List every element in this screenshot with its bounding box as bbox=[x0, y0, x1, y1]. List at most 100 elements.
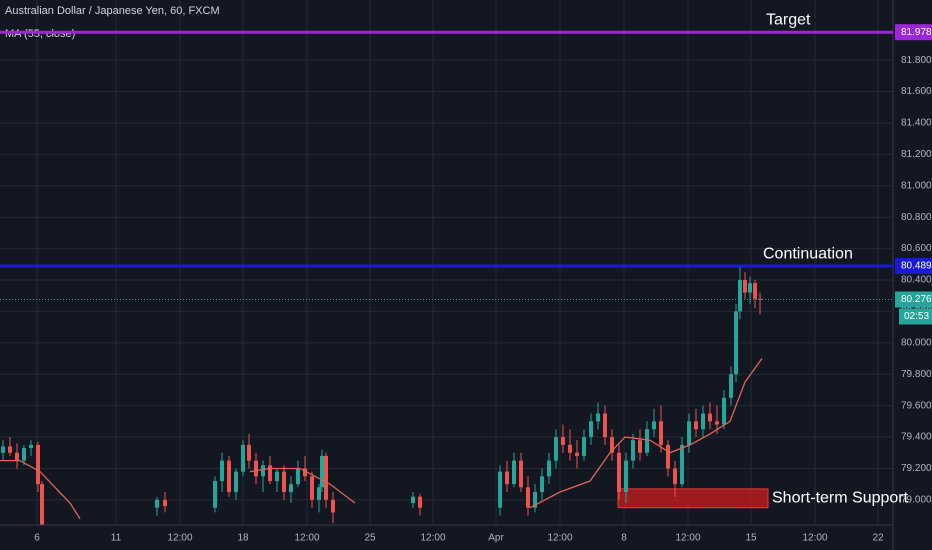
indicator-label: MA (55, close) bbox=[5, 28, 75, 40]
candle-body bbox=[505, 471, 509, 485]
x-tick-label: 8 bbox=[621, 533, 627, 544]
y-tick-label: 81.200 bbox=[901, 149, 932, 160]
candle-body bbox=[234, 471, 238, 493]
candle-body bbox=[748, 283, 752, 293]
candle-body bbox=[753, 283, 757, 299]
candle-body bbox=[289, 484, 293, 493]
candle-body bbox=[568, 444, 572, 453]
y-tick-label: 80.800 bbox=[901, 212, 932, 223]
y-tick-label: 81.000 bbox=[901, 180, 932, 191]
price-tag bbox=[895, 291, 932, 308]
y-tick-label: 80.600 bbox=[901, 243, 932, 254]
x-tick-label: 12:00 bbox=[167, 533, 192, 544]
candle-body bbox=[8, 446, 12, 453]
candle-body bbox=[310, 476, 314, 500]
candle-body bbox=[275, 471, 279, 482]
candle-body bbox=[247, 444, 251, 461]
candle-body bbox=[282, 471, 286, 493]
price-tag-label: 81.978 bbox=[901, 27, 932, 38]
x-tick-label: 11 bbox=[111, 533, 122, 544]
candle-body bbox=[631, 440, 635, 461]
candle-body bbox=[296, 468, 300, 485]
candle-body bbox=[220, 460, 224, 482]
candle-body bbox=[743, 280, 747, 293]
candle-body bbox=[666, 444, 670, 469]
candle-body bbox=[638, 440, 642, 453]
candle-body bbox=[734, 311, 738, 375]
candle-body bbox=[411, 496, 415, 504]
candle-body bbox=[659, 421, 663, 445]
candle-body bbox=[687, 421, 691, 445]
candle-body bbox=[701, 413, 705, 430]
y-tick-label: 80.000 bbox=[901, 337, 932, 348]
candle-body bbox=[29, 444, 33, 449]
candle-body bbox=[320, 455, 324, 488]
candle-body bbox=[561, 437, 565, 445]
candle-body bbox=[673, 468, 677, 485]
y-tick-label: 79.200 bbox=[901, 463, 932, 474]
candle-body bbox=[526, 487, 530, 508]
candle-body bbox=[575, 452, 579, 456]
zone-label: Short-term Support bbox=[772, 490, 909, 507]
candle-body bbox=[498, 471, 502, 508]
candle-body bbox=[261, 465, 265, 477]
candle-body bbox=[603, 413, 607, 438]
candle-body bbox=[645, 429, 649, 453]
axes: 79.000 79.200 79.400 79.600 79.800 80.000 80.2… bbox=[34, 55, 932, 544]
x-tick-label: Apr bbox=[488, 533, 504, 544]
y-tick-label: 79.800 bbox=[901, 369, 932, 380]
support-zone bbox=[617, 488, 769, 509]
plot bbox=[0, 267, 769, 525]
candle-body bbox=[268, 465, 272, 482]
candle-body bbox=[554, 437, 558, 461]
x-tick-label: 18 bbox=[237, 533, 249, 544]
candle-body bbox=[213, 481, 217, 508]
candle-body bbox=[533, 492, 537, 508]
x-tick-label: 12:00 bbox=[675, 533, 700, 544]
countdown-label: 02:53 bbox=[904, 311, 929, 322]
candle-body bbox=[582, 437, 586, 456]
candle-body bbox=[610, 437, 614, 453]
candle-body bbox=[589, 421, 593, 438]
candle-body bbox=[40, 484, 44, 525]
y-tick-label: 79.600 bbox=[901, 400, 932, 411]
candle-body bbox=[715, 421, 719, 425]
candle-body bbox=[163, 499, 167, 507]
moving-average bbox=[0, 358, 763, 520]
level-label: Target bbox=[766, 11, 811, 28]
candle-body bbox=[512, 460, 516, 485]
candle-body bbox=[22, 448, 26, 461]
price-tag bbox=[895, 24, 932, 41]
price-tag-label: 80.489 bbox=[901, 261, 932, 272]
y-tick-label: 79.000 bbox=[901, 495, 932, 506]
countdown-tag bbox=[899, 308, 932, 325]
x-tick-label: 12:00 bbox=[547, 533, 572, 544]
y-tick-label: 81.600 bbox=[901, 86, 932, 97]
candle-body bbox=[694, 421, 698, 430]
candle-body bbox=[596, 413, 600, 422]
candle-body bbox=[680, 444, 684, 485]
x-tick-label: 12:00 bbox=[802, 533, 827, 544]
chart-title: Australian Dollar / Japanese Yen, 60, FX… bbox=[5, 5, 220, 17]
candle-body bbox=[155, 499, 159, 508]
y-tick-label: 80.400 bbox=[901, 275, 932, 286]
candle-body bbox=[317, 487, 321, 500]
candle-body bbox=[519, 460, 523, 488]
candle-body bbox=[227, 460, 231, 493]
x-tick-label: 12:00 bbox=[420, 533, 445, 544]
x-tick-label: 22 bbox=[872, 533, 884, 544]
price-tag bbox=[895, 258, 932, 275]
x-tick-label: 15 bbox=[745, 533, 757, 544]
grid bbox=[0, 0, 893, 525]
y-tick-label: 81.400 bbox=[901, 118, 932, 129]
candle-body bbox=[722, 397, 726, 425]
candle-body bbox=[1, 446, 5, 453]
level-label: Continuation bbox=[763, 245, 853, 262]
candle-body bbox=[15, 452, 19, 461]
candle-body bbox=[254, 460, 258, 477]
y-tick-label: 79.400 bbox=[901, 432, 932, 443]
price-tag-label: 80.276 bbox=[901, 294, 932, 305]
candle-body bbox=[652, 421, 656, 430]
